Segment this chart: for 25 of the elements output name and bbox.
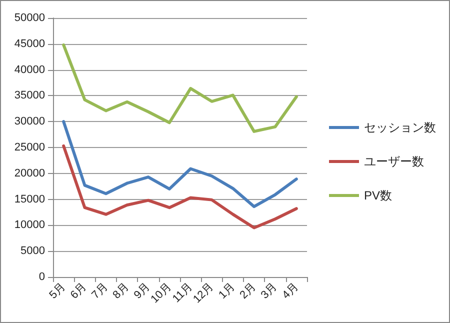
y-tick-label: 30000 [14, 116, 45, 128]
y-tick-label: 50000 [14, 12, 45, 24]
x-tick-label: 1月 [216, 280, 238, 302]
y-tick-label: 15000 [14, 193, 45, 206]
x-tick-label: 3月 [258, 280, 280, 302]
y-tick-label: 5000 [20, 245, 45, 258]
y-tick-label: 35000 [14, 90, 45, 102]
y-tick-label: 25000 [14, 142, 45, 154]
x-tick-label: 5月 [47, 280, 68, 302]
x-tick-label: 6月 [68, 280, 89, 302]
legend-label: セッション数 [364, 120, 436, 134]
x-tick-label: 2月 [238, 280, 258, 302]
x-tick-label: 4月 [280, 280, 301, 302]
y-tick-label: 40000 [14, 64, 45, 76]
y-tick-label: 10000 [14, 219, 45, 232]
x-tick-label: 8月 [110, 280, 132, 302]
line-series [62, 43, 298, 133]
legend-label: PV数 [364, 188, 392, 202]
line-series [62, 144, 298, 230]
legend-label: ユーザー数 [364, 154, 424, 168]
x-tick-label: 7月 [90, 280, 110, 302]
y-tick-label: 0 [38, 271, 45, 283]
y-tick-label: 20000 [14, 167, 45, 180]
line-series [62, 120, 298, 208]
y-tick-label: 45000 [14, 38, 45, 50]
